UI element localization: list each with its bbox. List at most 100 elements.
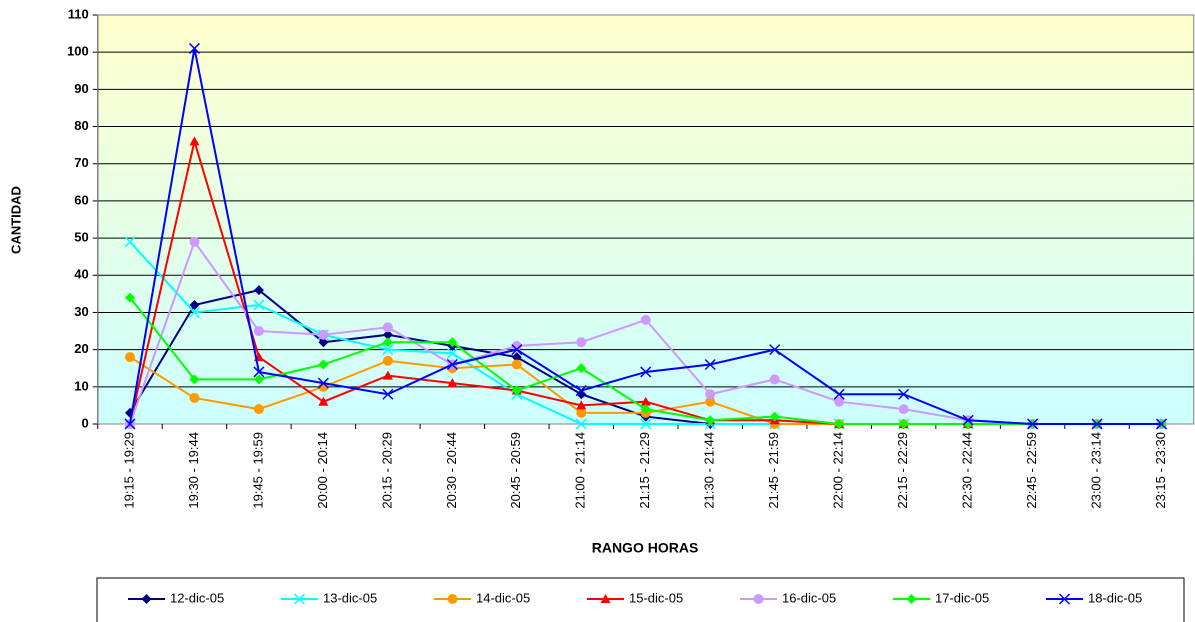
- x-tick-label: 23:00 - 23:14: [1088, 432, 1103, 509]
- marker: [640, 366, 652, 378]
- x-tick-label: 23:15 - 23:30: [1153, 432, 1168, 509]
- y-tick-label: 50: [74, 230, 88, 245]
- y-tick-label: 70: [74, 155, 88, 170]
- marker: [511, 340, 522, 351]
- x-tick-label: 19:30 - 19:44: [186, 432, 201, 509]
- y-tick-label: 60: [74, 192, 88, 207]
- marker: [124, 418, 136, 430]
- marker: [253, 374, 264, 385]
- x-tick-label: 21:15 - 21:29: [637, 432, 652, 509]
- marker: [253, 326, 264, 337]
- marker: [705, 415, 716, 426]
- marker: [253, 366, 265, 378]
- x-tick-label: 21:45 - 21:59: [766, 432, 781, 509]
- marker: [833, 388, 845, 400]
- marker: [124, 292, 135, 303]
- marker: [576, 400, 587, 410]
- marker: [318, 359, 329, 370]
- y-axis-title: CANTIDAD: [8, 186, 23, 254]
- marker: [253, 285, 264, 296]
- marker: [834, 419, 845, 429]
- marker: [1091, 418, 1103, 430]
- marker: [447, 337, 458, 348]
- marker: [834, 396, 845, 407]
- y-tick-label: 0: [82, 415, 89, 430]
- x-tick-label: 19:45 - 19:59: [250, 432, 265, 509]
- legend-label: 12-dic-05: [170, 590, 224, 605]
- marker: [576, 389, 587, 400]
- marker: [446, 358, 458, 371]
- marker: [576, 337, 587, 348]
- y-tick-label: 90: [74, 81, 88, 96]
- x-tick-label: 22:00 - 22:14: [831, 432, 846, 509]
- marker: [898, 388, 910, 400]
- marker: [382, 355, 393, 366]
- y-tick-label: 10: [74, 378, 88, 393]
- marker: [898, 404, 909, 415]
- marker: [124, 236, 136, 248]
- marker: [640, 418, 652, 430]
- marker: [141, 594, 152, 604]
- x-tick-label: 20:30 - 20:44: [444, 432, 459, 509]
- marker: [317, 377, 329, 389]
- legend-label: 15-dic-05: [629, 590, 683, 605]
- marker: [189, 392, 200, 403]
- marker: [575, 385, 587, 397]
- y-tick-label: 20: [74, 341, 88, 356]
- marker: [640, 396, 651, 406]
- marker: [963, 419, 974, 429]
- marker: [318, 337, 329, 348]
- marker: [906, 594, 917, 604]
- marker: [447, 378, 458, 388]
- marker: [769, 344, 781, 356]
- marker: [447, 594, 458, 604]
- marker: [575, 418, 587, 430]
- marker: [382, 388, 394, 400]
- marker: [769, 411, 780, 422]
- marker: [382, 322, 393, 333]
- marker: [1027, 418, 1039, 430]
- marker: [753, 594, 764, 604]
- marker: [293, 593, 306, 605]
- x-tick-label: 21:00 - 21:14: [573, 432, 588, 509]
- marker: [253, 299, 265, 311]
- y-tick-label: 30: [74, 304, 88, 319]
- x-tick-label: 22:15 - 22:29: [895, 432, 910, 509]
- marker: [769, 374, 780, 385]
- marker: [446, 347, 458, 359]
- y-tick-label: 100: [67, 44, 89, 59]
- x-tick-label: 20:15 - 20:29: [379, 432, 394, 509]
- marker: [382, 329, 393, 340]
- x-tick-label: 20:00 - 20:14: [315, 432, 330, 509]
- marker: [511, 352, 522, 363]
- marker: [253, 404, 264, 415]
- marker: [1058, 593, 1071, 605]
- marker: [511, 385, 522, 396]
- marker: [124, 352, 135, 363]
- marker: [189, 300, 200, 311]
- legend-box: [96, 577, 1185, 622]
- legend-label: 13-dic-05: [323, 590, 377, 605]
- marker: [962, 414, 974, 426]
- legend-label: 17-dic-05: [935, 590, 989, 605]
- plot-area: [97, 15, 1194, 424]
- marker: [898, 419, 909, 429]
- x-tick-label: 22:30 - 22:44: [960, 432, 975, 509]
- marker: [189, 374, 200, 385]
- y-tick-label: 40: [74, 267, 88, 282]
- marker: [640, 404, 651, 415]
- marker: [318, 396, 329, 406]
- marker: [318, 329, 329, 340]
- marker: [511, 344, 523, 356]
- marker: [511, 359, 522, 370]
- marker: [189, 236, 200, 247]
- marker: [600, 594, 611, 603]
- marker: [640, 314, 651, 325]
- marker: [188, 306, 200, 318]
- x-tick-label: 20:45 - 20:59: [508, 432, 523, 509]
- marker: [576, 363, 587, 374]
- marker: [382, 337, 393, 348]
- x-tick-label: 21:30 - 21:44: [702, 432, 717, 509]
- marker: [705, 389, 716, 400]
